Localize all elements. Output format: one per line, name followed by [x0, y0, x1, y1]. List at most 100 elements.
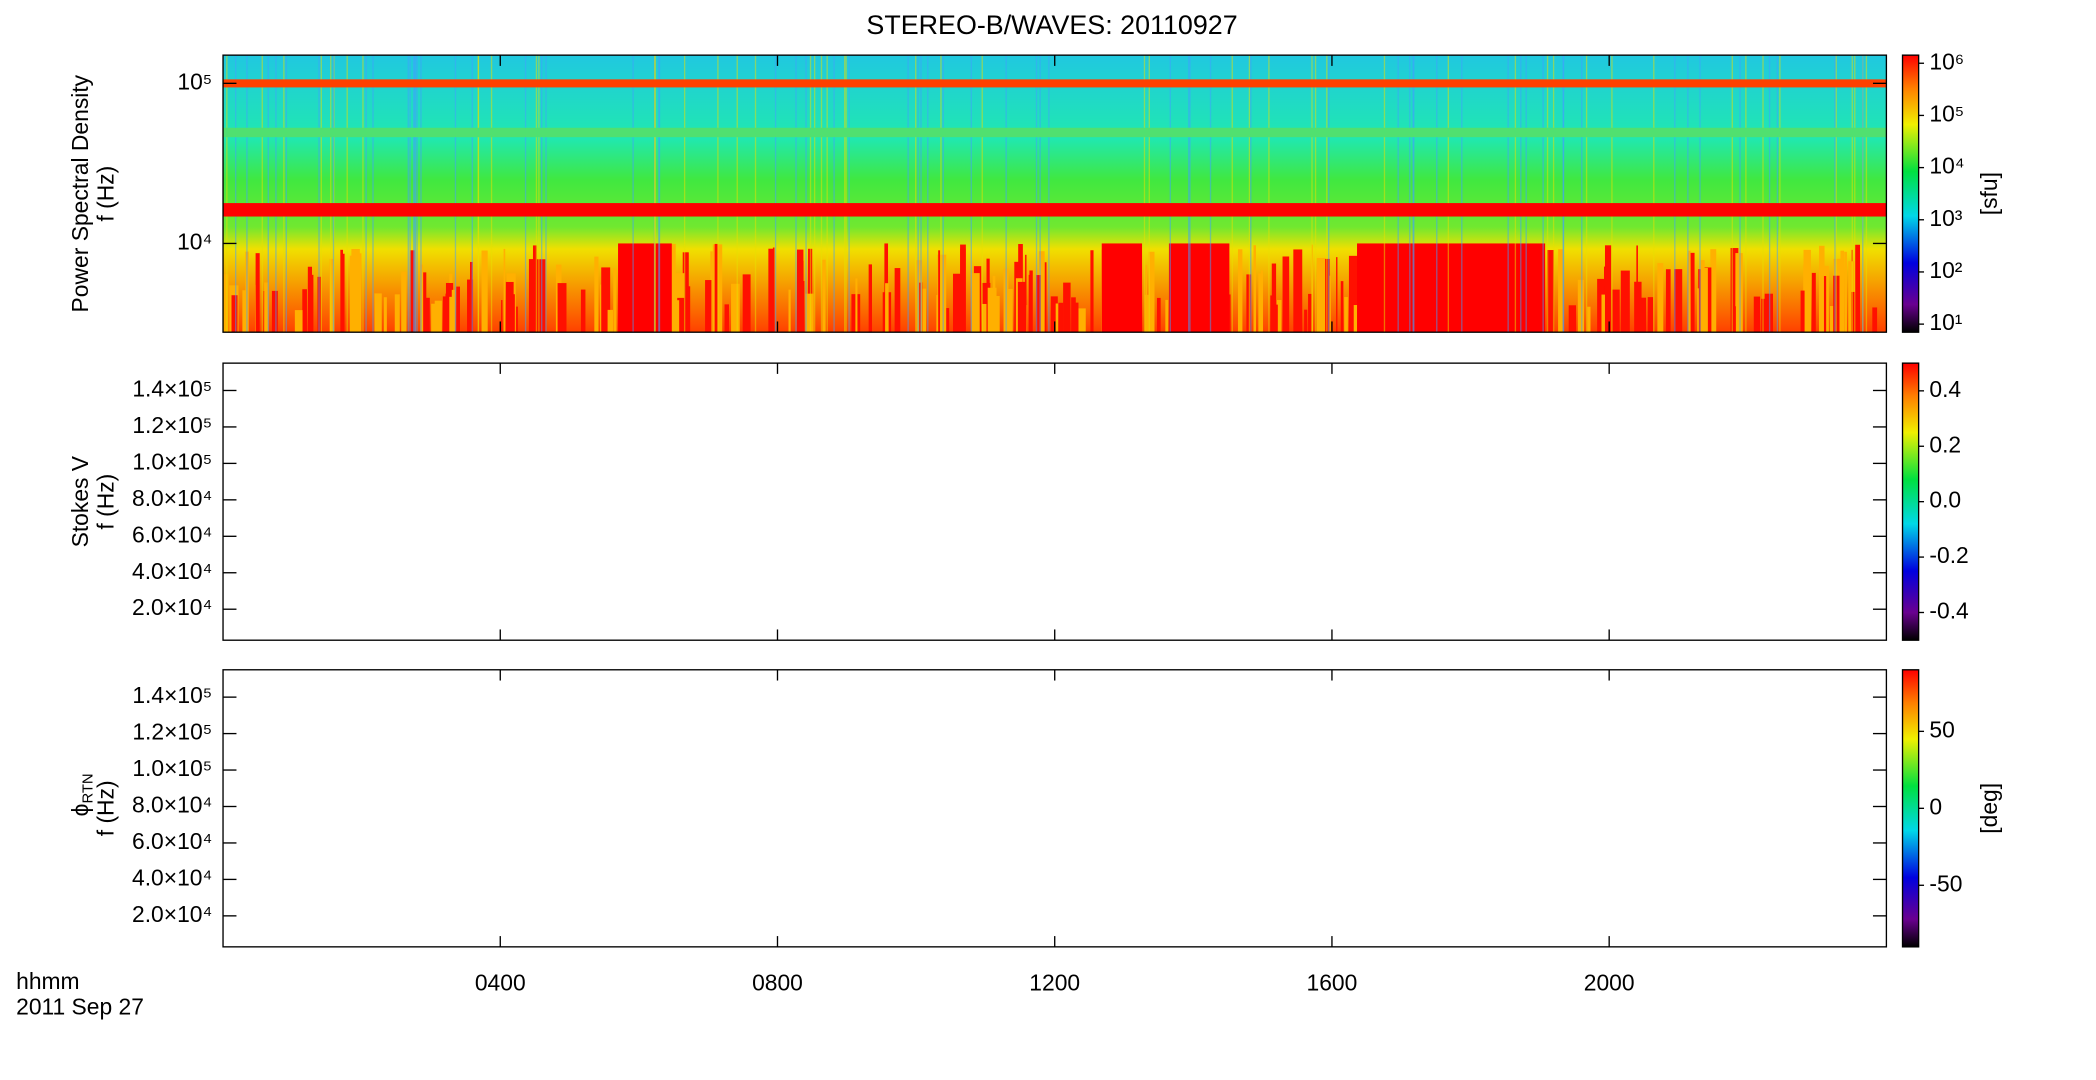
spectrogram-streak — [653, 55, 656, 333]
x-tick-label: 1200 — [1029, 970, 1080, 996]
spectrogram-streak — [1271, 263, 1277, 333]
spectrogram-streak — [416, 55, 418, 333]
spectrogram-streak — [1542, 55, 1544, 333]
spectrogram-streak — [788, 289, 791, 333]
spectrogram-streak — [420, 55, 422, 333]
spectrogram-streak — [1029, 270, 1033, 333]
spectrogram-streak — [1597, 278, 1605, 333]
spectrogram-streak — [235, 55, 237, 333]
spectrogram-streak — [1562, 55, 1565, 333]
spectrogram-streak — [1764, 293, 1774, 333]
spectrogram-streak — [907, 55, 909, 333]
spectrogram-streak — [456, 286, 460, 333]
spectrogram-streak — [1260, 270, 1264, 333]
plot-frame — [222, 362, 1888, 641]
spectrogram-streak — [1834, 55, 1836, 333]
spectrogram-streak — [420, 264, 424, 333]
y-tick-label: 6.0×10⁴ — [132, 828, 212, 854]
spectrogram-streak — [1148, 55, 1150, 333]
spectrogram-streak — [1028, 274, 1031, 333]
y-tick-label: 4.0×10⁴ — [132, 558, 212, 584]
spectrogram-streak — [1674, 269, 1683, 333]
spectrogram-band — [223, 127, 1887, 138]
spectrogram-streak — [294, 310, 303, 333]
spectrogram-streak — [445, 293, 447, 333]
spectrogram-streak — [1311, 55, 1313, 333]
spectrogram-streak — [1413, 55, 1415, 333]
spectrogram-streak — [1739, 55, 1741, 333]
spectrogram-streak — [688, 295, 690, 333]
subscript: RTN — [81, 773, 97, 803]
spectrogram-streak — [1282, 256, 1290, 333]
spectrogram-streak — [255, 253, 260, 333]
spectrogram-streak — [1314, 55, 1317, 333]
spectrogram-streak — [1585, 55, 1588, 333]
spectrogram-streak — [501, 300, 503, 333]
spectrogram-streak — [1819, 245, 1825, 333]
spectrogram-streak — [409, 55, 411, 333]
spectrogram-streak — [1050, 296, 1058, 333]
spectrogram-streak — [1276, 299, 1282, 333]
spectrogram-streak — [676, 300, 680, 333]
spectrogram-streak — [346, 55, 348, 333]
spectrogram-streak — [358, 253, 362, 333]
y-tick-label: 1.4×10⁵ — [132, 682, 212, 708]
spectrogram-streak — [820, 55, 823, 333]
spectrogram-streak — [283, 55, 285, 333]
spectrogram-streak — [1321, 258, 1330, 333]
spectrogram-streak — [1148, 251, 1155, 333]
spectrogram-streak — [987, 287, 997, 333]
spectrogram-streak — [1268, 55, 1270, 333]
y-axis-label: Power Spectral Density — [67, 74, 93, 312]
spectrogram-streak — [349, 255, 353, 333]
spectrogram-streak — [1304, 309, 1308, 333]
spectrogram-streak — [1636, 245, 1638, 333]
spectrogram-streak — [809, 55, 812, 333]
spectrogram-streak — [833, 55, 835, 333]
spectrogram-streak — [267, 55, 269, 333]
spectrogram-streak — [742, 274, 751, 333]
spectrogram-streak — [449, 296, 454, 333]
spectrogram-streak — [1035, 55, 1038, 333]
y-tick-label: 1.4×10⁵ — [132, 376, 212, 402]
spectrogram-streak — [885, 283, 889, 333]
spectrogram-band — [223, 79, 1887, 88]
spectrogram-streak — [1823, 276, 1827, 333]
spectrogram-streak — [318, 55, 320, 333]
spectrogram-streak — [533, 278, 542, 333]
spectrogram-streak — [724, 304, 729, 333]
y-axis-label: f (Hz) — [93, 474, 119, 530]
colorbar-tick-label: 0.0 — [1929, 487, 1961, 513]
colorbar-tick-label: 10² — [1929, 257, 1962, 283]
spectrogram-streak — [822, 259, 826, 333]
spectrogram-burst — [1357, 243, 1465, 333]
spectrogram-streak — [826, 55, 828, 333]
spectrogram-streak — [1075, 302, 1079, 333]
spectrogram-streak — [442, 296, 446, 333]
spectrogram-streak — [917, 55, 919, 333]
spectrogram-streak — [1063, 282, 1071, 333]
spectrogram-streak — [971, 273, 980, 333]
spectrogram-streak — [1577, 279, 1585, 333]
spectrogram-streak — [307, 266, 313, 333]
spectrogram-streak — [1270, 295, 1274, 333]
spectrogram-streak — [710, 251, 713, 333]
spectrogram-streak — [1048, 55, 1050, 333]
y-tick-label: 1.2×10⁵ — [132, 412, 212, 438]
spectrogram-streak — [845, 55, 847, 333]
spectrogram-streak — [594, 256, 599, 333]
spectrogram-streak — [1776, 55, 1779, 333]
spectrogram-streak — [1007, 288, 1013, 333]
spectrogram-streak — [802, 260, 804, 333]
spectrogram-streak — [1546, 55, 1549, 333]
colorbar-tick-label: 0 — [1929, 793, 1942, 819]
spectrogram-streak — [1039, 55, 1041, 333]
spectrogram-streak — [1209, 55, 1212, 333]
spectrogram-streak — [1038, 251, 1045, 333]
spectrogram-streak — [1328, 55, 1330, 333]
spectrogram-streak — [1017, 281, 1026, 333]
spectrogram-streak — [1156, 297, 1161, 333]
y-axis-label: Stokes V — [67, 455, 93, 547]
spectrogram-streak — [467, 279, 474, 333]
